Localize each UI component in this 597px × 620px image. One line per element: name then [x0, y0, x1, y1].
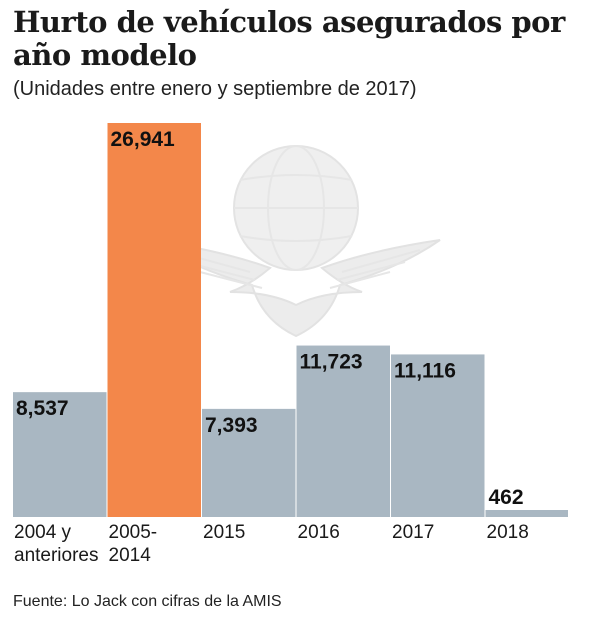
data-label: 26,941 [111, 128, 176, 151]
bar [202, 408, 296, 517]
chart-title: Hurto de vehículos asegurados por año mo… [13, 5, 565, 72]
bar [107, 123, 201, 517]
x-tick-label: 2004 y [14, 522, 72, 543]
data-label: 11,723 [300, 351, 363, 374]
x-tick-label: 2018 [487, 522, 529, 543]
x-tick-label: 2005- [109, 522, 158, 543]
bar [391, 354, 485, 517]
data-label: 11,116 [394, 359, 456, 382]
x-tick-label: 2015 [203, 522, 245, 543]
x-tick-label: 2016 [298, 522, 340, 543]
x-tick-label: 2017 [392, 522, 434, 543]
source-note: Fuente: Lo Jack con cifras de la AMIS [13, 593, 282, 610]
x-tick-label: 2014 [109, 545, 152, 566]
chart-subtitle: (Unidades entre enero y septiembre de 20… [13, 78, 417, 100]
data-label: 7,393 [205, 414, 258, 437]
data-label: 8,537 [16, 397, 69, 420]
x-tick-label: anteriores [14, 545, 99, 566]
eagle-globe-watermark-icon [149, 145, 441, 338]
bar [13, 392, 107, 517]
data-label: 462 [489, 486, 524, 509]
bar [296, 345, 390, 517]
bar [485, 510, 568, 517]
